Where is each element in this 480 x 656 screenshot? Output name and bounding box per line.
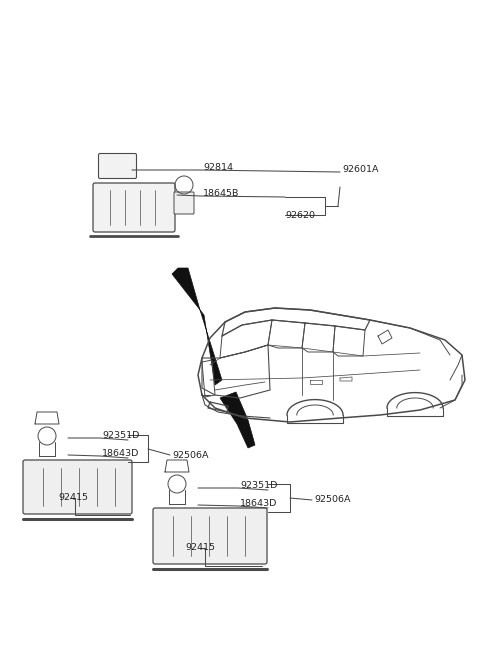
Text: 92415: 92415 xyxy=(185,544,215,552)
Text: 92620: 92620 xyxy=(285,211,315,220)
FancyBboxPatch shape xyxy=(23,460,132,514)
Polygon shape xyxy=(220,392,255,448)
Polygon shape xyxy=(172,268,222,385)
FancyBboxPatch shape xyxy=(93,183,175,232)
Text: 92506A: 92506A xyxy=(172,451,208,459)
Text: 92601A: 92601A xyxy=(342,165,379,174)
Text: 18645B: 18645B xyxy=(203,190,240,199)
Text: 92506A: 92506A xyxy=(314,495,350,504)
FancyBboxPatch shape xyxy=(98,154,136,178)
Text: 92351D: 92351D xyxy=(102,432,139,440)
FancyBboxPatch shape xyxy=(174,192,194,214)
FancyBboxPatch shape xyxy=(153,508,267,564)
Text: 92351D: 92351D xyxy=(240,482,277,491)
Text: 18643D: 18643D xyxy=(102,449,139,459)
Text: 18643D: 18643D xyxy=(240,499,277,508)
Text: 92814: 92814 xyxy=(203,163,233,173)
Text: 92415: 92415 xyxy=(58,493,88,502)
